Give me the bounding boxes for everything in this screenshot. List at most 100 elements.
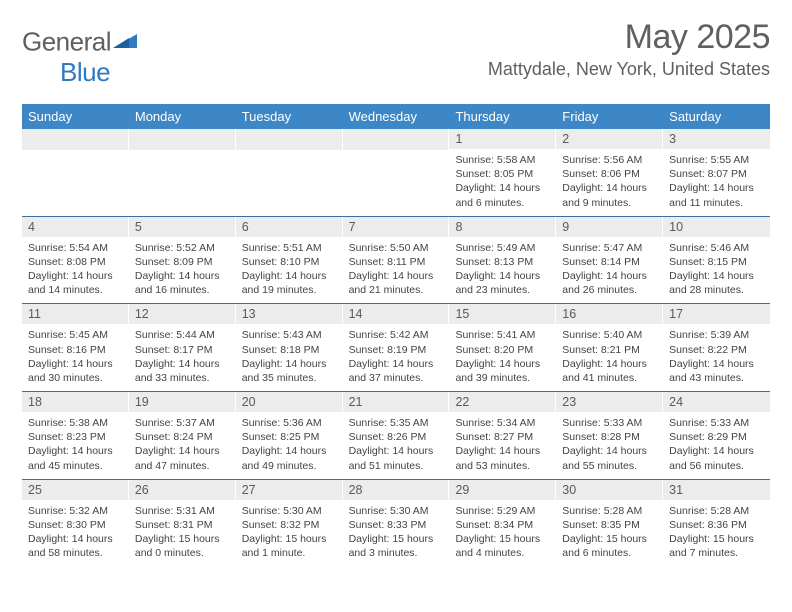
day-details: Sunrise: 5:38 AMSunset: 8:23 PMDaylight:… <box>22 412 129 479</box>
day-number: 24 <box>663 392 770 412</box>
day-cell: 8Sunrise: 5:49 AMSunset: 8:13 PMDaylight… <box>449 217 556 304</box>
day-details: Sunrise: 5:49 AMSunset: 8:13 PMDaylight:… <box>449 237 556 304</box>
day-cell: 10Sunrise: 5:46 AMSunset: 8:15 PMDayligh… <box>663 217 770 304</box>
day-number: 10 <box>663 217 770 237</box>
day-number: 6 <box>236 217 343 237</box>
day-details: Sunrise: 5:36 AMSunset: 8:25 PMDaylight:… <box>236 412 343 479</box>
day-number: 5 <box>129 217 236 237</box>
day-cell: 14Sunrise: 5:42 AMSunset: 8:19 PMDayligh… <box>343 304 450 391</box>
day-details: Sunrise: 5:33 AMSunset: 8:28 PMDaylight:… <box>556 412 663 479</box>
day-number: 31 <box>663 480 770 500</box>
dow-thursday: Thursday <box>449 104 556 129</box>
day-details: Sunrise: 5:37 AMSunset: 8:24 PMDaylight:… <box>129 412 236 479</box>
day-number: 4 <box>22 217 129 237</box>
day-cell: 4Sunrise: 5:54 AMSunset: 8:08 PMDaylight… <box>22 217 129 304</box>
day-details: Sunrise: 5:50 AMSunset: 8:11 PMDaylight:… <box>343 237 450 304</box>
header: GeneralBlue May 2025 Mattydale, New York… <box>22 18 770 94</box>
day-details: Sunrise: 5:52 AMSunset: 8:09 PMDaylight:… <box>129 237 236 304</box>
day-number: 29 <box>449 480 556 500</box>
week-row: 1Sunrise: 5:58 AMSunset: 8:05 PMDaylight… <box>22 129 770 217</box>
day-details: Sunrise: 5:55 AMSunset: 8:07 PMDaylight:… <box>663 149 770 216</box>
day-number: 3 <box>663 129 770 149</box>
day-cell: 23Sunrise: 5:33 AMSunset: 8:28 PMDayligh… <box>556 392 663 479</box>
day-cell: 25Sunrise: 5:32 AMSunset: 8:30 PMDayligh… <box>22 480 129 567</box>
day-number: 11 <box>22 304 129 324</box>
day-cell: 29Sunrise: 5:29 AMSunset: 8:34 PMDayligh… <box>449 480 556 567</box>
day-cell: 12Sunrise: 5:44 AMSunset: 8:17 PMDayligh… <box>129 304 236 391</box>
empty-cell <box>22 129 129 216</box>
day-number: 7 <box>343 217 450 237</box>
day-cell: 28Sunrise: 5:30 AMSunset: 8:33 PMDayligh… <box>343 480 450 567</box>
week-row: 18Sunrise: 5:38 AMSunset: 8:23 PMDayligh… <box>22 392 770 480</box>
day-number <box>129 129 236 150</box>
day-details: Sunrise: 5:34 AMSunset: 8:27 PMDaylight:… <box>449 412 556 479</box>
day-number: 8 <box>449 217 556 237</box>
day-details: Sunrise: 5:31 AMSunset: 8:31 PMDaylight:… <box>129 500 236 567</box>
empty-cell <box>236 129 343 216</box>
day-details: Sunrise: 5:32 AMSunset: 8:30 PMDaylight:… <box>22 500 129 567</box>
calendar-page: GeneralBlue May 2025 Mattydale, New York… <box>0 0 792 578</box>
day-details: Sunrise: 5:54 AMSunset: 8:08 PMDaylight:… <box>22 237 129 304</box>
dow-tuesday: Tuesday <box>236 104 343 129</box>
day-cell: 7Sunrise: 5:50 AMSunset: 8:11 PMDaylight… <box>343 217 450 304</box>
week-row: 25Sunrise: 5:32 AMSunset: 8:30 PMDayligh… <box>22 480 770 567</box>
day-details: Sunrise: 5:43 AMSunset: 8:18 PMDaylight:… <box>236 324 343 391</box>
day-number: 28 <box>343 480 450 500</box>
day-cell: 27Sunrise: 5:30 AMSunset: 8:32 PMDayligh… <box>236 480 343 567</box>
day-number <box>22 129 129 150</box>
day-cell: 18Sunrise: 5:38 AMSunset: 8:23 PMDayligh… <box>22 392 129 479</box>
day-cell: 20Sunrise: 5:36 AMSunset: 8:25 PMDayligh… <box>236 392 343 479</box>
day-number: 13 <box>236 304 343 324</box>
day-details: Sunrise: 5:28 AMSunset: 8:36 PMDaylight:… <box>663 500 770 567</box>
day-details: Sunrise: 5:41 AMSunset: 8:20 PMDaylight:… <box>449 324 556 391</box>
day-cell: 21Sunrise: 5:35 AMSunset: 8:26 PMDayligh… <box>343 392 450 479</box>
day-cell: 1Sunrise: 5:58 AMSunset: 8:05 PMDaylight… <box>449 129 556 216</box>
day-details: Sunrise: 5:28 AMSunset: 8:35 PMDaylight:… <box>556 500 663 567</box>
day-details: Sunrise: 5:51 AMSunset: 8:10 PMDaylight:… <box>236 237 343 304</box>
day-details: Sunrise: 5:30 AMSunset: 8:33 PMDaylight:… <box>343 500 450 567</box>
day-number: 12 <box>129 304 236 324</box>
day-number: 22 <box>449 392 556 412</box>
day-number: 15 <box>449 304 556 324</box>
day-cell: 6Sunrise: 5:51 AMSunset: 8:10 PMDaylight… <box>236 217 343 304</box>
dow-friday: Friday <box>556 104 663 129</box>
day-number: 19 <box>129 392 236 412</box>
day-number: 23 <box>556 392 663 412</box>
brand-triangle-icon <box>113 24 137 55</box>
day-details: Sunrise: 5:46 AMSunset: 8:15 PMDaylight:… <box>663 237 770 304</box>
day-details: Sunrise: 5:30 AMSunset: 8:32 PMDaylight:… <box>236 500 343 567</box>
day-details: Sunrise: 5:39 AMSunset: 8:22 PMDaylight:… <box>663 324 770 391</box>
day-number: 30 <box>556 480 663 500</box>
day-details: Sunrise: 5:40 AMSunset: 8:21 PMDaylight:… <box>556 324 663 391</box>
day-number: 1 <box>449 129 556 149</box>
day-details: Sunrise: 5:47 AMSunset: 8:14 PMDaylight:… <box>556 237 663 304</box>
day-number: 18 <box>22 392 129 412</box>
day-details: Sunrise: 5:29 AMSunset: 8:34 PMDaylight:… <box>449 500 556 567</box>
day-details: Sunrise: 5:42 AMSunset: 8:19 PMDaylight:… <box>343 324 450 391</box>
dow-wednesday: Wednesday <box>343 104 450 129</box>
dow-monday: Monday <box>129 104 236 129</box>
day-number: 25 <box>22 480 129 500</box>
brand-text: GeneralBlue <box>22 24 137 94</box>
empty-cell <box>343 129 450 216</box>
day-cell: 31Sunrise: 5:28 AMSunset: 8:36 PMDayligh… <box>663 480 770 567</box>
day-number: 27 <box>236 480 343 500</box>
day-number <box>236 129 343 150</box>
day-cell: 22Sunrise: 5:34 AMSunset: 8:27 PMDayligh… <box>449 392 556 479</box>
day-cell: 13Sunrise: 5:43 AMSunset: 8:18 PMDayligh… <box>236 304 343 391</box>
brand-logo: GeneralBlue <box>22 24 137 94</box>
day-details: Sunrise: 5:44 AMSunset: 8:17 PMDaylight:… <box>129 324 236 391</box>
dow-header-row: SundayMondayTuesdayWednesdayThursdayFrid… <box>22 104 770 129</box>
day-cell: 3Sunrise: 5:55 AMSunset: 8:07 PMDaylight… <box>663 129 770 216</box>
day-number: 14 <box>343 304 450 324</box>
day-number: 17 <box>663 304 770 324</box>
day-cell: 5Sunrise: 5:52 AMSunset: 8:09 PMDaylight… <box>129 217 236 304</box>
day-details: Sunrise: 5:33 AMSunset: 8:29 PMDaylight:… <box>663 412 770 479</box>
day-cell: 17Sunrise: 5:39 AMSunset: 8:22 PMDayligh… <box>663 304 770 391</box>
month-title: May 2025 <box>488 18 770 57</box>
day-details: Sunrise: 5:58 AMSunset: 8:05 PMDaylight:… <box>449 149 556 216</box>
dow-sunday: Sunday <box>22 104 129 129</box>
day-number: 26 <box>129 480 236 500</box>
day-cell: 16Sunrise: 5:40 AMSunset: 8:21 PMDayligh… <box>556 304 663 391</box>
day-number: 16 <box>556 304 663 324</box>
